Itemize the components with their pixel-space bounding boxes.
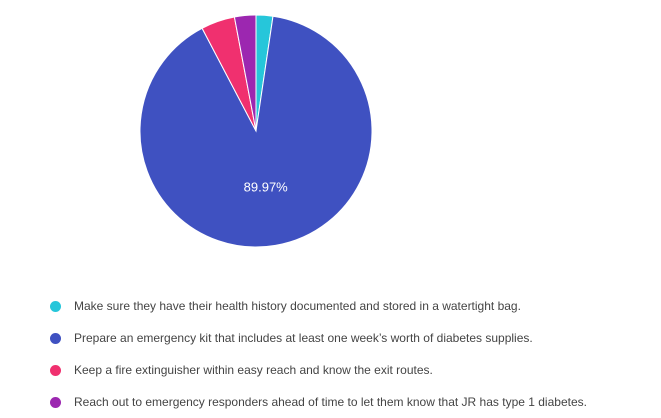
legend-label-1: Make sure they have their health history… [74, 299, 521, 313]
chart-legend: Make sure they have their health history… [50, 290, 587, 418]
legend-item-2[interactable]: Prepare an emergency kit that includes a… [50, 322, 587, 354]
pie-slices [139, 14, 373, 248]
pie-slice-4[interactable] [233, 14, 257, 132]
pie-slice-2[interactable] [139, 15, 373, 248]
legend-swatch-4 [50, 396, 61, 408]
legend-label-3: Keep a fire extinguisher within easy rea… [74, 363, 433, 377]
pie-chart: 89.97% [139, 14, 373, 248]
legend-label-4: Reach out to emergency responders ahead … [74, 395, 587, 409]
legend-item-3[interactable]: Keep a fire extinguisher within easy rea… [50, 354, 587, 386]
legend-swatch-2 [50, 332, 61, 344]
legend-label-2: Prepare an emergency kit that includes a… [74, 331, 533, 345]
legend-swatch-3 [50, 364, 61, 376]
legend-item-1[interactable]: Make sure they have their health history… [50, 290, 587, 322]
legend-swatch-1 [50, 300, 61, 312]
legend-item-4[interactable]: Reach out to emergency responders ahead … [50, 386, 587, 418]
pie-data-labels: 89.97% [244, 180, 289, 195]
slice-data-label-2: 89.97% [244, 180, 289, 195]
